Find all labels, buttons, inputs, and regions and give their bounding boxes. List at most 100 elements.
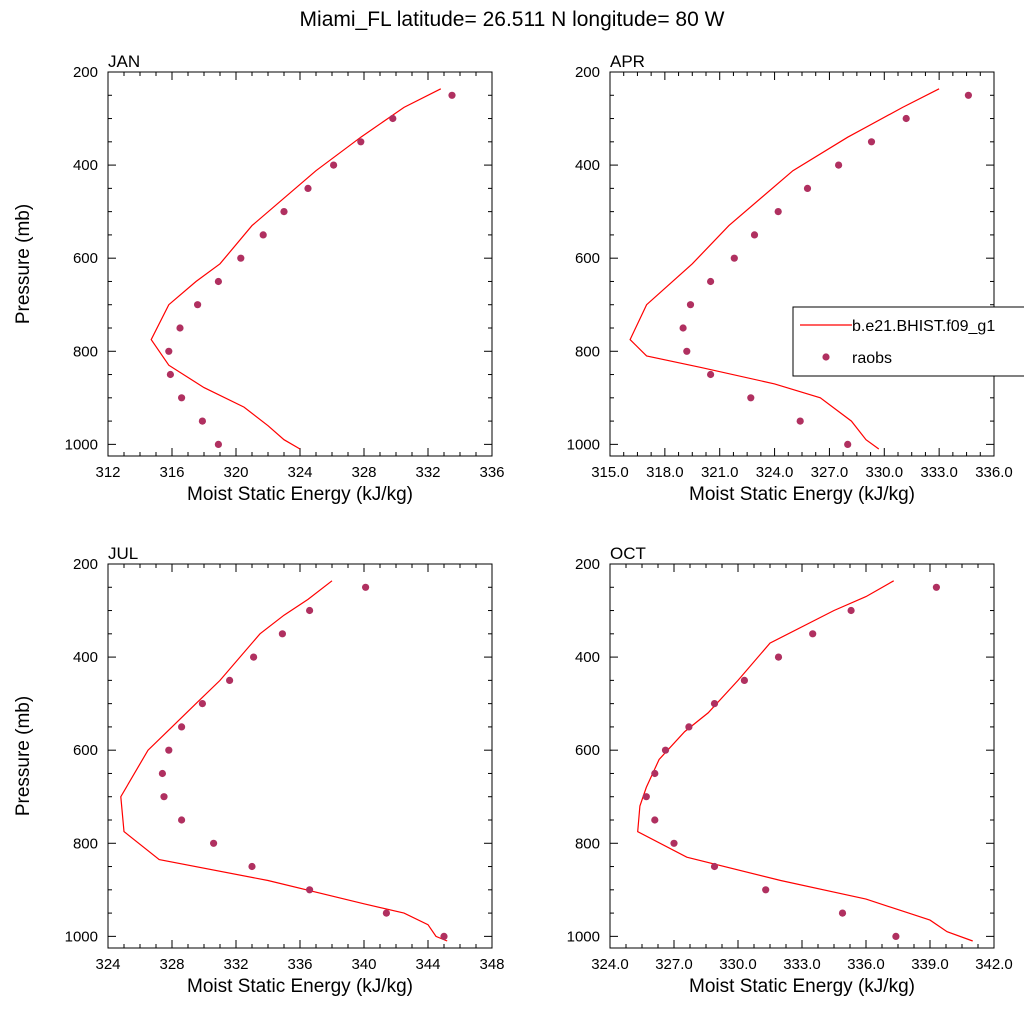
model-profile-line [637,580,973,942]
x-tick-label: 336.0 [975,464,1013,481]
raobs-point [710,700,719,708]
raobs-point [803,184,812,192]
x-tick-label: 327.0 [811,464,849,481]
raobs-point [304,184,312,192]
y-tick-label: 400 [73,649,98,666]
raobs-point [237,254,245,262]
raobs-point [278,630,286,638]
legend-obs-label: raobs [852,350,892,367]
legend: b.e21.BHIST.f09_g1 raobs [792,306,1024,377]
model-profile-line [120,580,448,942]
plot-frame [107,563,493,949]
x-tick-label: 324 [287,464,312,481]
x-tick-label: 336 [287,956,312,973]
x-tick-label: 330.0 [719,956,757,973]
y-tick-label: 600 [575,250,600,267]
raobs-point [259,231,267,239]
figure-title: Miami_FL latitude= 26.511 N longitude= 8… [300,8,725,31]
raobs-point [448,91,456,99]
y-tick-label: 200 [575,556,600,573]
x-tick-label: 315.0 [591,464,629,481]
raobs-point [747,394,755,402]
raobs-point [248,862,256,871]
raobs-point [809,630,817,638]
x-tick-label: 342.0 [975,956,1013,973]
x-axis-title: Moist Static Energy (kJ/kg) [187,484,413,505]
raobs-point [330,161,338,169]
raobs-point [651,769,659,778]
raobs-point [892,932,900,941]
raobs-point [158,769,166,778]
raobs-point [774,208,782,216]
x-tick-label: 348 [479,956,504,973]
x-axis-title: Moist Static Energy (kJ/kg) [689,484,915,505]
chart-panel-apr: APR 315.0 318.0 321.0 324.0 327.0 330.0 333.0 33… [567,52,1013,505]
y-tick-label: 800 [73,835,98,852]
y-tick-label: 800 [73,343,98,360]
raobs-point [867,138,876,146]
x-tick-label: 339.0 [911,956,949,973]
x-tick-label: 336 [479,464,504,481]
y-tick-label: 600 [575,742,600,759]
x-tick-label: 324.0 [756,464,794,481]
raobs-point [750,231,759,239]
chart-panel-oct: OCT 324.0 327.0 330.0 333.0 336.0 339.0 342.0 20… [567,544,1013,997]
y-tick-label: 200 [73,556,98,573]
raobs-point [932,583,941,591]
y-tick-label: 1000 [65,436,98,453]
x-tick-label: 324 [95,956,120,973]
x-tick-label: 321.0 [701,464,739,481]
x-tick-label: 328 [351,464,376,481]
raobs-point [198,700,206,708]
raobs-point [214,440,222,448]
model-profile-line [629,88,940,450]
x-tick-label: 332 [415,464,440,481]
raobs-point [661,746,670,754]
raobs-point [707,277,715,286]
raobs-point [683,347,691,355]
x-tick-label: 333.0 [920,464,958,481]
raobs-point [250,653,258,661]
raobs-point [210,839,218,847]
raobs-point [389,114,397,123]
raobs-point [642,793,650,801]
raobs-point [679,324,687,332]
raobs-point [165,347,173,355]
raobs-point [357,138,365,146]
x-tick-label: 312 [95,464,120,481]
y-tick-label: 400 [73,157,98,174]
x-tick-label: 327.0 [655,956,693,973]
x-tick-label: 316 [159,464,184,481]
raobs-point [762,886,770,894]
raobs-point [686,301,695,309]
x-axis-title: Moist Static Energy (kJ/kg) [187,976,413,997]
x-tick-label: 333.0 [783,956,821,973]
y-axis-title: Pressure (mb) [13,204,34,324]
x-tick-label: 344 [415,956,440,973]
y-tick-label: 600 [73,742,98,759]
raobs-point [178,816,186,824]
raobs-point [165,746,173,754]
raobs-point [362,583,370,591]
panel-label: JUL [108,544,138,563]
x-tick-label: 332 [223,956,248,973]
chart-panel-jan: JAN 312 316 320 324 328 332 336 200 400 600 800 1000… [13,52,505,505]
raobs-point [214,277,222,286]
x-tick-label: 320 [223,464,248,481]
y-tick-label: 400 [575,157,600,174]
panel-label: JAN [108,52,140,71]
x-tick-label: 324.0 [591,956,629,973]
raobs-point [178,394,186,402]
raobs-point [178,723,186,731]
y-tick-label: 400 [575,649,600,666]
y-tick-label: 600 [73,250,98,267]
raobs-point [670,839,678,847]
raobs-point [847,606,855,615]
x-tick-label: 318.0 [646,464,684,481]
raobs-point [685,723,693,731]
y-tick-label: 800 [575,343,600,360]
raobs-point [774,653,783,661]
raobs-point [306,886,314,894]
plot-frame [107,71,493,457]
